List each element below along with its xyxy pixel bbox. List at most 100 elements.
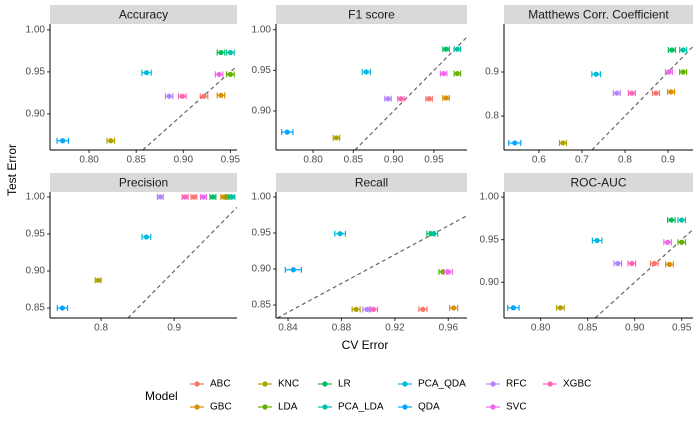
x-tick-label: 0.90 — [384, 155, 404, 166]
reference-line — [127, 206, 237, 318]
point — [200, 194, 206, 200]
x-tick-label: 0.96 — [439, 323, 459, 334]
point — [441, 70, 447, 77]
legend-key-dot — [322, 381, 328, 387]
x-axis-label: CV Error — [342, 338, 389, 352]
point — [629, 260, 635, 267]
y-tick-label: 0.95 — [26, 229, 46, 240]
point — [443, 95, 449, 101]
point — [179, 93, 185, 99]
legend-key-dot — [262, 381, 268, 387]
point — [290, 267, 296, 273]
point — [284, 129, 290, 135]
point — [398, 96, 404, 102]
strip — [504, 5, 693, 24]
y-tick-label: 0.95 — [252, 65, 272, 76]
y-tick-label: 0.85 — [26, 303, 46, 314]
y-tick-label: 0.95 — [252, 228, 272, 239]
x-tick-label: 0.95 — [221, 155, 241, 166]
x-tick-label: 0.84 — [278, 323, 298, 334]
point — [594, 237, 600, 244]
panel-title: Precision — [119, 176, 168, 190]
x-tick-label: 0.80 — [303, 155, 323, 166]
y-tick-label: 0.90 — [252, 264, 272, 275]
legend-label: LDA — [278, 402, 298, 413]
legend-key-dot — [322, 404, 328, 410]
x-tick-label: 0.88 — [332, 323, 352, 334]
x-tick-label: 0.92 — [385, 323, 405, 334]
point — [557, 305, 564, 311]
y-tick-label: 1.00 — [252, 192, 272, 203]
strip — [276, 5, 467, 24]
reference-line — [142, 65, 237, 150]
point — [653, 90, 659, 96]
point — [454, 46, 460, 52]
legend-label: XGBC — [563, 379, 591, 390]
point — [651, 260, 658, 267]
y-tick-label: 0.90 — [26, 266, 46, 277]
point — [431, 231, 437, 237]
y-tick-label: 1.00 — [26, 192, 46, 203]
point — [668, 217, 674, 223]
point — [218, 49, 224, 56]
y-axis-label: Test Error — [5, 144, 19, 196]
point — [420, 306, 426, 312]
x-tick-label: 0.80 — [79, 155, 99, 166]
point — [629, 90, 635, 96]
x-tick-label: 0.8 — [618, 155, 632, 166]
y-tick-label: 1.00 — [26, 25, 46, 36]
y-tick-label: 0.95 — [480, 234, 500, 245]
legend-title: Model — [145, 389, 178, 403]
point — [337, 231, 343, 237]
x-tick-label: 0.90 — [625, 323, 645, 334]
panel — [56, 193, 237, 318]
legend-key-dot — [262, 404, 268, 410]
point — [454, 70, 460, 77]
y-tick-label: 0.8 — [485, 111, 499, 122]
point — [201, 93, 207, 99]
point — [614, 90, 620, 96]
strip — [50, 5, 237, 24]
point — [445, 269, 451, 275]
legend-label: RFC — [506, 379, 527, 390]
point — [364, 306, 370, 312]
point — [210, 194, 216, 200]
panel-title: ROC-AUC — [571, 176, 627, 190]
legend-key-dot — [490, 381, 496, 387]
point — [680, 47, 686, 53]
point — [560, 140, 566, 146]
legend-key-dot — [194, 404, 200, 410]
legend-key-dot — [194, 381, 200, 387]
panel-title: Accuracy — [119, 8, 168, 22]
x-tick-label: 0.7 — [575, 155, 589, 166]
strip — [276, 173, 467, 192]
point — [95, 277, 101, 283]
point — [679, 239, 685, 245]
point — [59, 305, 66, 311]
panel-title: F1 score — [348, 8, 395, 22]
y-tick-label: 0.85 — [252, 300, 272, 311]
panel — [507, 217, 693, 318]
reference-line — [594, 229, 693, 318]
legend-label: KNC — [278, 379, 299, 390]
point — [216, 71, 222, 77]
point — [363, 69, 369, 75]
point — [666, 69, 672, 75]
point — [218, 92, 224, 98]
point — [166, 93, 172, 99]
point — [593, 71, 599, 77]
legend-label: QDA — [418, 402, 440, 413]
y-tick-label: 0.90 — [252, 106, 272, 117]
panel-title: Matthews Corr. Coefficient — [528, 8, 669, 22]
x-tick-label: 0.85 — [344, 155, 364, 166]
y-tick-label: 1.00 — [252, 24, 272, 35]
legend-key-dot — [547, 381, 553, 387]
reference-line — [591, 46, 693, 150]
x-tick-label: 0.9 — [661, 155, 675, 166]
legend-label: PCA_QDA — [418, 379, 466, 390]
point — [227, 49, 234, 56]
panel — [56, 49, 237, 150]
y-tick-label: 0.90 — [480, 277, 500, 288]
point — [191, 194, 197, 200]
